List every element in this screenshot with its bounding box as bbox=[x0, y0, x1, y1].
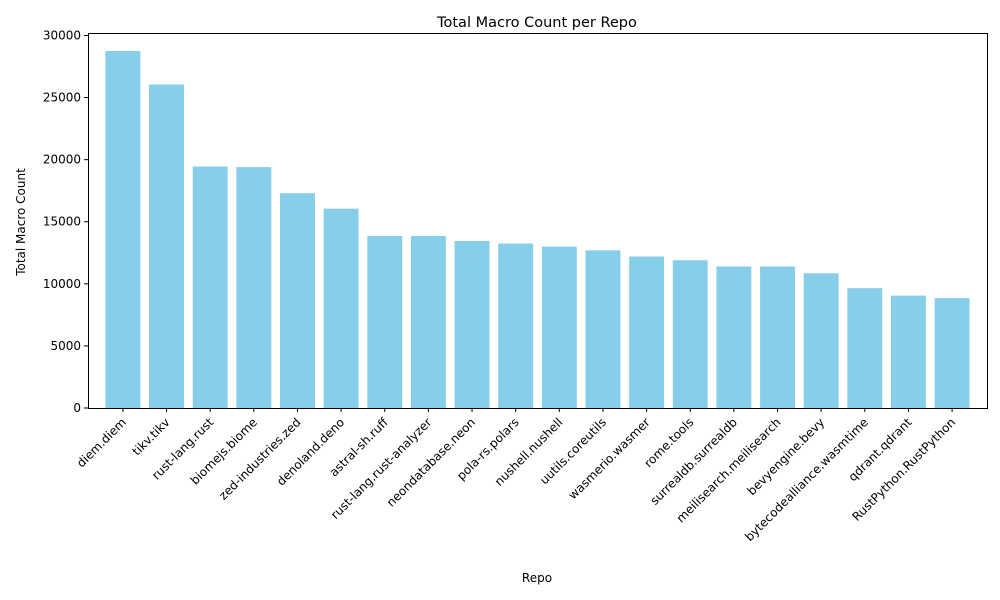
bar-denoland.deno bbox=[323, 208, 359, 408]
bar-biomejs.biome bbox=[236, 167, 272, 408]
bar-rust-lang.rust bbox=[192, 166, 228, 408]
bar-neondatabase.neon bbox=[454, 240, 490, 408]
plot-frame bbox=[88, 33, 988, 409]
y-axis-label: Total Macro Count bbox=[14, 168, 28, 277]
y-tick-label: 10000 bbox=[43, 277, 81, 291]
bar-bevyengine.bevy bbox=[803, 273, 839, 408]
y-axis-ticks: 0 5000 10000 15000 20000 25000 30000 bbox=[43, 28, 88, 415]
y-tick-label: 25000 bbox=[43, 91, 81, 105]
x-tick-label: bevyengine.bevy bbox=[744, 415, 827, 498]
chart-title: Total Macro Count per Repo bbox=[436, 15, 637, 31]
y-tick-label: 5000 bbox=[50, 339, 81, 353]
bar-qdrant.qdrant bbox=[890, 295, 926, 408]
y-tick-label: 30000 bbox=[43, 28, 81, 42]
y-tick-label: 20000 bbox=[43, 153, 81, 167]
bar-tikv.tikv bbox=[149, 84, 185, 408]
bar-zed-industries.zed bbox=[280, 193, 315, 408]
bar-nushell.nushell bbox=[541, 246, 577, 408]
bar-meilisearch.meilisearch bbox=[760, 266, 795, 408]
x-tick-label: zed-industries.zed bbox=[216, 415, 304, 503]
bar-surrealdb.surrealdb bbox=[716, 266, 752, 408]
bars-group bbox=[105, 51, 970, 408]
y-tick-label: 0 bbox=[73, 401, 81, 415]
x-tick-label: tikv.tikv bbox=[129, 415, 172, 458]
bar-pola-rs.polars bbox=[498, 243, 534, 408]
y-tick-label: 15000 bbox=[43, 215, 81, 229]
bar-rust-lang.rust-analyzer bbox=[410, 236, 446, 408]
x-axis-ticks: diem.diem tikv.tikvrust-lang.rustbiomejs.… bbox=[74, 408, 958, 544]
x-axis-label: Repo bbox=[522, 571, 552, 585]
bar-astral-sh.ruff bbox=[367, 236, 403, 408]
x-tick-label: wasmerio.wasmer bbox=[566, 415, 653, 502]
x-tick-label: diem.diem bbox=[74, 415, 129, 470]
bar-rome.tools bbox=[672, 260, 708, 408]
bar-RustPython.RustPython bbox=[934, 298, 970, 408]
bar-diem.diem bbox=[105, 51, 141, 408]
bar-bytecodealliance.wasmtime bbox=[847, 288, 883, 408]
bar-wasmerio.wasmer bbox=[629, 256, 665, 408]
bar-uutils.coreutils bbox=[585, 250, 621, 408]
